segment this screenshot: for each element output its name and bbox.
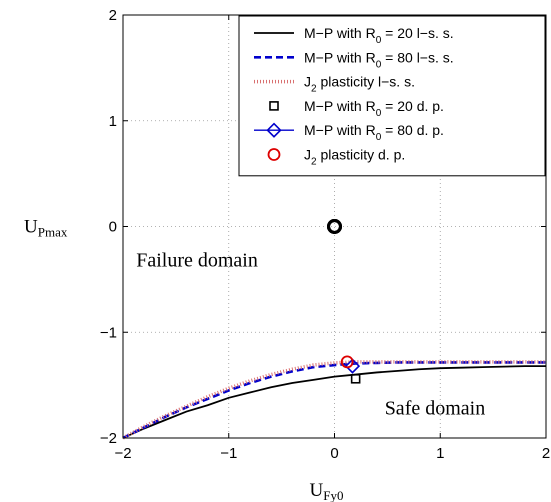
x-axis-label-sub: Fy0 xyxy=(323,488,343,502)
legend-swatch-5 xyxy=(267,148,281,161)
legend-label-0: M−P with R0 = 20 l−s. s. xyxy=(304,25,454,46)
annotation-1: Safe domain xyxy=(385,398,486,420)
legend-box xyxy=(238,15,546,177)
y-axis-label-sub: Pmax xyxy=(38,225,68,240)
series-line-0 xyxy=(122,365,546,439)
legend-label-2: J2 plasticity l−s. s. xyxy=(304,74,415,95)
tick-layer: −2 −1 0 1 2 −2 −1 0 1 2 xyxy=(100,7,550,462)
x-axis-label: UFy0 xyxy=(310,480,344,502)
series-point-3-1 xyxy=(350,373,361,384)
x-tick-label: −1 xyxy=(220,445,237,462)
legend-label-4: M−P with R0 = 80 d. p. xyxy=(304,122,444,143)
legend-swatch-4 xyxy=(266,122,282,138)
y-tick-label: 2 xyxy=(109,7,117,24)
x-tick-label: 2 xyxy=(542,445,550,462)
y-tick-label: −1 xyxy=(100,324,117,341)
legend-label-5: J2 plasticity d. p. xyxy=(304,147,405,168)
annotation-0: Failure domain xyxy=(136,250,258,272)
series-point-4-1 xyxy=(344,358,361,374)
x-axis-label-main: U xyxy=(310,480,324,501)
legend-swatch-3 xyxy=(269,101,279,111)
y-axis-label-main: U xyxy=(24,217,38,238)
y-tick-label: 0 xyxy=(109,219,117,236)
legend-label-1: M−P with R0 = 80 l−s. s. xyxy=(304,49,454,70)
x-tick-label: 1 xyxy=(436,445,444,462)
series-point-5-0 xyxy=(327,219,342,234)
x-tick-label: 0 xyxy=(330,445,338,462)
y-tick-label: −2 xyxy=(100,430,117,447)
series-line-2 xyxy=(122,360,546,440)
series-point-5-1 xyxy=(340,355,354,369)
y-axis-label: UPmax xyxy=(24,217,68,240)
y-tick-label: 1 xyxy=(109,113,117,130)
legend-label-3: M−P with R0 = 20 d. p. xyxy=(304,98,444,119)
annotation-layer: Failure domain Safe domain xyxy=(136,250,485,420)
legend: M−P with R0 = 20 l−s. s. M−P with R0 = 80… xyxy=(238,15,546,177)
series-layer xyxy=(122,219,546,440)
x-tick-label: −2 xyxy=(114,445,131,462)
